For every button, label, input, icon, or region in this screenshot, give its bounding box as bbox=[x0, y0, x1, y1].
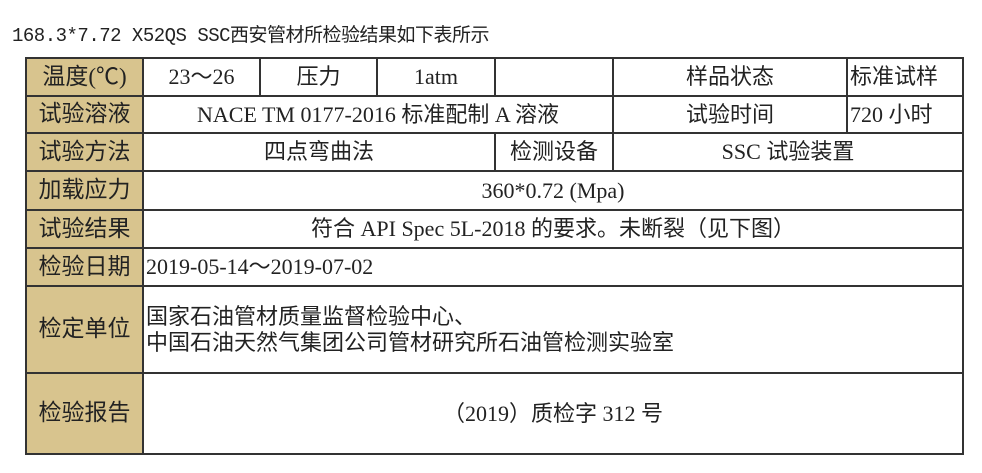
row-method: 试验方法 四点弯曲法 检测设备 SSC 试验装置 bbox=[25, 132, 964, 172]
document-title: 168.3*7.72 X52QS SSC西安管材所检验结果如下表所示 bbox=[12, 25, 490, 47]
value-unit: 国家石油管材质量监督检验中心、 中国石油天然气集团公司管材研究所石油管检测实验室 bbox=[142, 285, 964, 374]
label-stress: 加载应力 bbox=[25, 170, 144, 211]
label-report: 检验报告 bbox=[25, 372, 144, 455]
row-temperature: 温度(℃) 23～26 压力 1atm 样品状态 标准试样 bbox=[25, 57, 964, 97]
row-solution: 试验溶液 NACE TM 0177-2016 标准配制 A 溶液 试验时间 72… bbox=[25, 95, 964, 134]
blank-cell bbox=[494, 57, 614, 97]
value-method: 四点弯曲法 bbox=[142, 132, 496, 172]
unit-line-1: 国家石油管材质量监督检验中心、 bbox=[146, 304, 477, 330]
value-report: （2019）质检字 312 号 bbox=[142, 372, 964, 455]
label-solution: 试验溶液 bbox=[25, 95, 144, 134]
value-pressure: 1atm bbox=[376, 57, 496, 97]
label-method: 试验方法 bbox=[25, 132, 144, 172]
value-test-time: 720 小时 bbox=[846, 95, 964, 134]
row-report: 检验报告 （2019）质检字 312 号 bbox=[25, 372, 964, 455]
value-temperature: 23～26 bbox=[142, 57, 261, 97]
label-result: 试验结果 bbox=[25, 209, 144, 249]
label-sample-state: 样品状态 bbox=[612, 57, 848, 97]
row-result: 试验结果 符合 API Spec 5L-2018 的要求。未断裂（见下图） bbox=[25, 209, 964, 249]
label-date: 检验日期 bbox=[25, 247, 144, 287]
row-date: 检验日期 2019-05-14～2019-07-02 bbox=[25, 247, 964, 287]
label-temperature: 温度(℃) bbox=[25, 57, 144, 97]
value-result: 符合 API Spec 5L-2018 的要求。未断裂（见下图） bbox=[142, 209, 964, 249]
label-test-time: 试验时间 bbox=[612, 95, 848, 134]
value-date: 2019-05-14～2019-07-02 bbox=[142, 247, 964, 287]
value-sample-state: 标准试样 bbox=[846, 57, 964, 97]
inspection-results-table: 温度(℃) 23～26 压力 1atm 样品状态 标准试样 试验溶液 NACE … bbox=[25, 57, 964, 455]
label-unit: 检定单位 bbox=[25, 285, 144, 374]
label-pressure: 压力 bbox=[259, 57, 378, 97]
value-solution: NACE TM 0177-2016 标准配制 A 溶液 bbox=[142, 95, 614, 134]
value-stress: 360*0.72 (Mpa) bbox=[142, 170, 964, 211]
unit-line-2: 中国石油天然气集团公司管材研究所石油管检测实验室 bbox=[146, 329, 675, 355]
row-stress: 加载应力 360*0.72 (Mpa) bbox=[25, 170, 964, 211]
label-device: 检测设备 bbox=[494, 132, 614, 172]
value-device: SSC 试验装置 bbox=[612, 132, 964, 172]
row-unit: 检定单位 国家石油管材质量监督检验中心、 中国石油天然气集团公司管材研究所石油管… bbox=[25, 285, 964, 374]
